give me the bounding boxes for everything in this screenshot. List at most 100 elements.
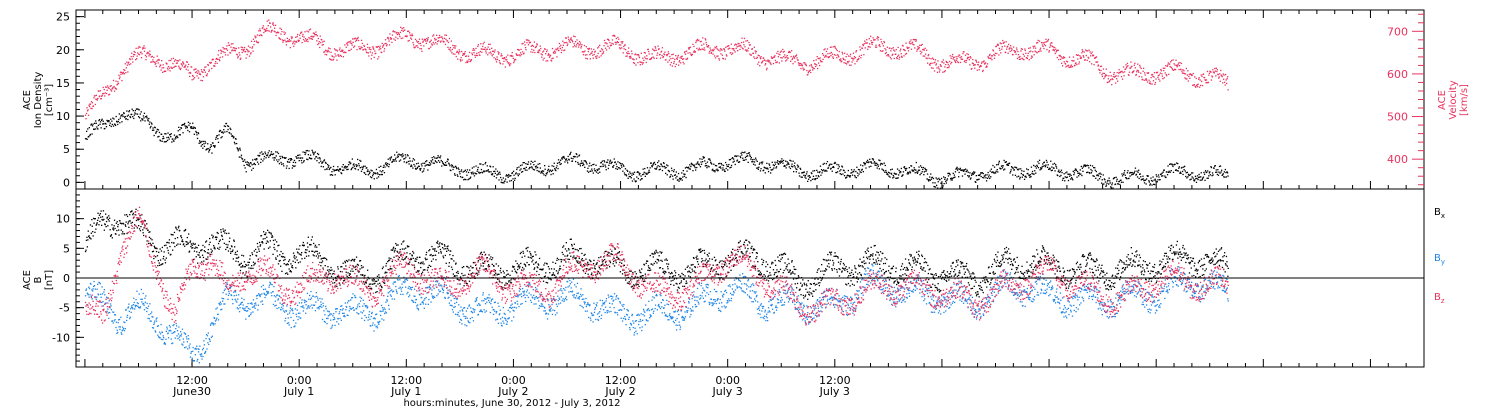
density-point <box>372 175 374 177</box>
velocity-point <box>583 51 585 53</box>
density-point <box>1122 181 1124 183</box>
velocity-point <box>274 31 276 33</box>
bx-point <box>201 254 204 256</box>
velocity-point <box>406 35 408 37</box>
velocity-point <box>1083 51 1085 53</box>
bx-point <box>242 272 244 274</box>
density-point <box>1026 168 1028 170</box>
density-point <box>982 176 984 179</box>
density-point <box>774 163 777 165</box>
density-point <box>1089 164 1092 167</box>
velocity-point <box>135 59 137 61</box>
velocity-point <box>1146 72 1148 74</box>
bx-point <box>148 236 151 238</box>
density-point <box>419 169 421 171</box>
density-point <box>455 165 457 167</box>
velocity-point <box>1187 70 1189 72</box>
density-point <box>256 161 259 163</box>
velocity-point <box>724 58 726 60</box>
velocity-point <box>728 45 730 47</box>
density-point <box>929 176 931 178</box>
velocity-point <box>686 57 689 59</box>
density-point <box>237 148 239 150</box>
density-point <box>148 123 150 125</box>
bx-point <box>113 219 116 221</box>
velocity-point <box>578 44 580 46</box>
density-point <box>301 157 304 159</box>
velocity-point <box>807 72 809 74</box>
velocity-point <box>1090 52 1092 55</box>
velocity-point <box>600 55 602 57</box>
velocity-point <box>226 49 229 51</box>
density-point <box>156 130 158 132</box>
velocity-point <box>594 51 596 53</box>
velocity-point <box>1151 73 1154 76</box>
density-point <box>174 138 176 140</box>
velocity-point <box>195 68 197 70</box>
velocity-point <box>625 49 627 51</box>
velocity-point <box>206 73 208 75</box>
bx-point <box>108 215 110 217</box>
bx-point <box>315 250 317 252</box>
density-point <box>907 173 909 175</box>
density-point <box>515 173 517 175</box>
density-point <box>514 179 516 181</box>
density-point <box>944 178 946 180</box>
velocity-point <box>162 71 164 73</box>
density-point <box>678 180 680 182</box>
density-point <box>155 131 157 133</box>
velocity-point <box>368 55 370 57</box>
velocity-point <box>106 92 108 95</box>
density-point <box>593 168 596 170</box>
velocity-point <box>662 56 665 58</box>
velocity-point <box>942 71 944 73</box>
density-point <box>952 172 954 174</box>
density-point <box>339 168 342 171</box>
bx-point <box>268 232 271 234</box>
density-point <box>940 177 943 180</box>
velocity-point <box>350 48 352 50</box>
velocity-point <box>1137 70 1139 72</box>
density-point <box>148 117 150 120</box>
velocity-point <box>443 37 446 39</box>
velocity-point <box>453 45 455 47</box>
velocity-point <box>1023 55 1025 57</box>
bx-point <box>317 253 319 255</box>
bx-point <box>176 229 178 231</box>
density-point <box>1175 169 1177 171</box>
velocity-point <box>500 55 502 57</box>
density-point <box>153 129 155 131</box>
density-point <box>1058 171 1060 173</box>
velocity-point <box>755 50 757 52</box>
velocity-point <box>838 56 840 58</box>
density-point <box>1001 165 1003 167</box>
velocity-point <box>1192 72 1194 75</box>
velocity-point <box>1028 59 1030 61</box>
velocity-point <box>268 30 270 32</box>
density-point <box>864 164 866 166</box>
density-point <box>575 160 577 163</box>
density-point <box>892 174 894 177</box>
bx-point <box>315 255 317 257</box>
density-point <box>317 157 319 159</box>
density-point <box>705 162 707 165</box>
bx-point <box>210 248 212 250</box>
velocity-point <box>127 62 129 64</box>
velocity-point <box>338 55 340 57</box>
velocity-point <box>1047 40 1049 42</box>
bx-point <box>292 260 294 262</box>
velocity-point <box>1049 46 1051 48</box>
density-point <box>1045 159 1048 162</box>
density-point <box>252 167 254 169</box>
density-point <box>889 176 891 178</box>
velocity-point <box>931 62 933 64</box>
velocity-point <box>1190 74 1192 76</box>
density-point <box>103 123 105 125</box>
velocity-point <box>1163 77 1165 79</box>
density-point <box>652 163 654 165</box>
velocity-point <box>623 45 625 48</box>
velocity-point <box>427 37 429 39</box>
velocity-point <box>1144 74 1146 76</box>
velocity-point <box>1145 78 1147 80</box>
velocity-point <box>148 53 151 55</box>
